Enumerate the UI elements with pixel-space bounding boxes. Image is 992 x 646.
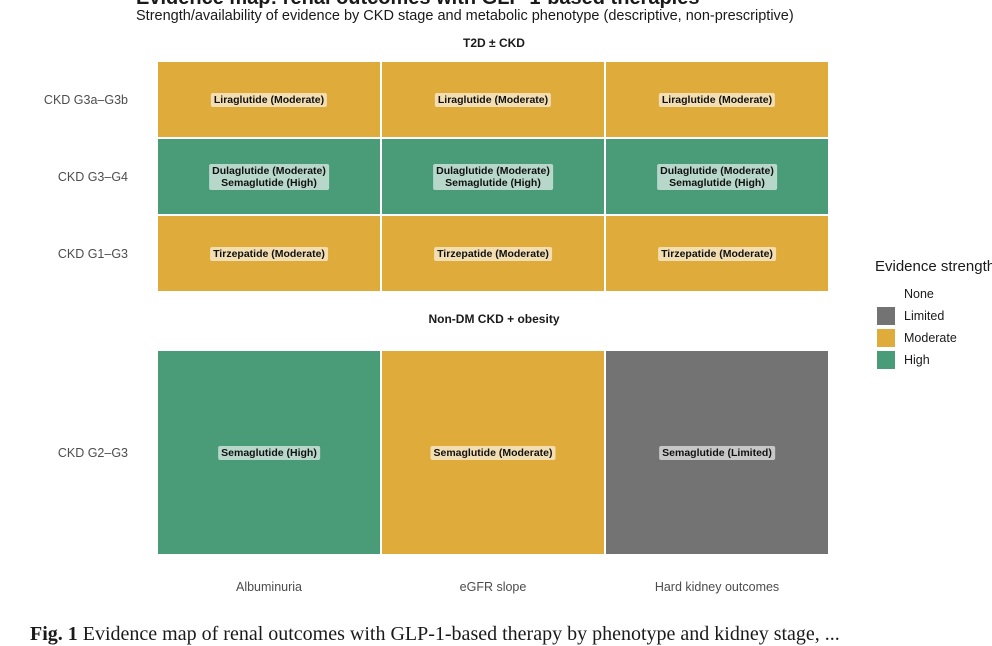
column-label: Hard kidney outcomes <box>654 580 780 594</box>
legend-item: Moderate <box>875 327 992 349</box>
tile-label: Liraglutide (Moderate) <box>658 92 776 107</box>
legend-label: Moderate <box>904 331 957 345</box>
row-label: CKD G1–G3 <box>57 246 128 261</box>
row-label: CKD G3a–G3b <box>43 92 128 107</box>
legend-swatch <box>877 351 895 369</box>
tile-label: Tirzepatide (Moderate) <box>658 246 776 261</box>
chart-subtitle: Strength/availability of evidence by CKD… <box>136 8 794 24</box>
tile-label: Tirzepatide (Moderate) <box>210 246 328 261</box>
chart-title: Evidence map: renal outcomes with GLP-1-… <box>136 0 700 10</box>
tile-label: Liraglutide (Moderate) <box>210 92 328 107</box>
legend-item: Limited <box>875 305 992 327</box>
tile-label: Dulaglutide (Moderate) Semaglutide (High) <box>433 163 553 190</box>
caption-prefix: Fig. 1 <box>30 623 78 645</box>
row-label: CKD G3–G4 <box>57 169 128 184</box>
tile-label: Liraglutide (Moderate) <box>434 92 552 107</box>
column-label: Albuminuria <box>235 580 302 594</box>
tile-label: Dulaglutide (Moderate) Semaglutide (High) <box>657 163 777 190</box>
figure-caption: Fig. 1 Evidence map of renal outcomes wi… <box>30 623 840 646</box>
legend-items: None Limited Moderate High <box>875 283 992 371</box>
tile-label: Semaglutide (Limited) <box>659 445 775 460</box>
legend: Evidence strength None Limited Moderate Hig… <box>875 258 992 371</box>
tile-label: Dulaglutide (Moderate) Semaglutide (High) <box>209 163 329 190</box>
legend-swatch <box>877 285 895 303</box>
column-label: eGFR slope <box>459 580 527 594</box>
legend-label: Limited <box>904 309 945 323</box>
legend-item: High <box>875 349 992 371</box>
legend-item: None <box>875 283 992 305</box>
facet-title: T2D ± CKD <box>463 36 525 50</box>
tile-label: Semaglutide (Moderate) <box>430 445 556 460</box>
legend-swatch <box>877 307 895 325</box>
tile-label: Tirzepatide (Moderate) <box>434 246 552 261</box>
legend-label: None <box>904 287 934 301</box>
tile-label: Semaglutide (High) <box>218 445 320 460</box>
legend-title: Evidence strength <box>875 258 992 275</box>
legend-swatch <box>877 329 895 347</box>
facet-title: Non-DM CKD + obesity <box>428 312 560 326</box>
caption-text: Evidence map of renal outcomes with GLP-… <box>82 623 840 645</box>
legend-label: High <box>904 353 930 367</box>
row-label: CKD G2–G3 <box>57 445 128 460</box>
